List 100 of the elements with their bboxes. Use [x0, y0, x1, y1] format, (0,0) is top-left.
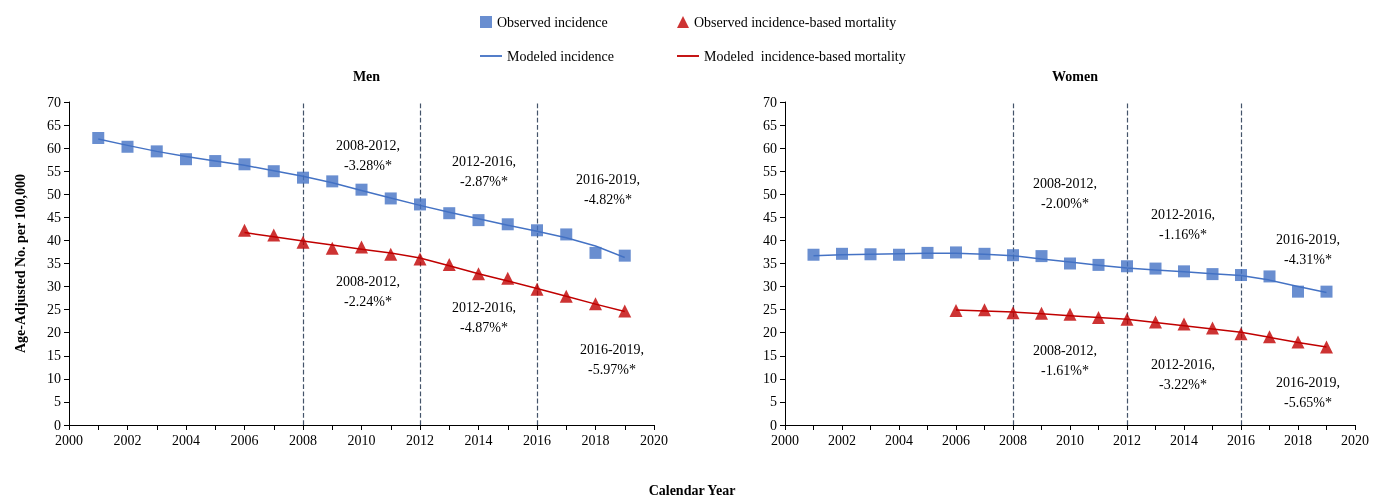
point	[1063, 307, 1077, 321]
y-tick-label: 20	[47, 325, 61, 341]
point	[325, 241, 339, 255]
x-tick-label: 2010	[1056, 432, 1084, 448]
point	[326, 175, 339, 188]
x-tick-label: 2008	[999, 432, 1027, 448]
y-tick-label: 5	[54, 394, 61, 410]
point	[121, 140, 134, 153]
point	[950, 246, 962, 259]
point	[949, 304, 963, 318]
point	[589, 297, 602, 311]
annotation: 2008-2012, -1.61%*	[1032, 342, 1098, 378]
y-tick-label: 35	[47, 256, 61, 271]
point	[501, 271, 515, 285]
annotation: 2012-2016, -1.16%*	[1150, 206, 1216, 242]
y-tick-label: 35	[763, 256, 777, 271]
annotation: 2008-2012, -3.28%*	[335, 137, 401, 173]
chart-title: Women	[1052, 68, 1099, 84]
y-tick-label: 45	[763, 209, 777, 225]
x-tick-label: 2004	[172, 432, 200, 448]
point	[413, 252, 427, 266]
y-tick-label: 70	[763, 94, 777, 110]
point	[297, 171, 309, 184]
y-tick-label: 25	[47, 302, 61, 318]
x-tick-label: 2002	[828, 432, 856, 448]
point	[150, 145, 163, 158]
y-tick-label: 0	[54, 417, 61, 433]
point	[472, 214, 485, 227]
point	[442, 257, 456, 271]
x-tick-label: 2014	[1170, 432, 1198, 448]
legend-label: Modeled incidence	[507, 48, 614, 64]
point	[472, 267, 485, 281]
x-tick-label: 2018	[581, 432, 610, 448]
x-tick-label: 2008	[289, 432, 317, 448]
x-axis-title: Calendar Year	[648, 482, 736, 498]
point	[1320, 340, 1333, 354]
y-tick-label: 70	[47, 94, 61, 110]
annotation: 2016-2019, -5.65%*	[1275, 374, 1341, 410]
annotation: 2008-2012, -2.00%*	[1032, 175, 1098, 211]
point	[618, 304, 632, 318]
x-tick-label: 2000	[771, 432, 799, 448]
point	[864, 248, 877, 261]
point	[1234, 327, 1248, 341]
x-tick-label: 2000	[55, 432, 83, 448]
x-tick-label: 2016	[523, 432, 551, 448]
point	[589, 246, 602, 259]
point	[1035, 306, 1048, 320]
point	[560, 228, 573, 241]
point	[355, 240, 368, 254]
point	[1291, 335, 1305, 349]
point	[618, 249, 631, 262]
x-tick-label: 2012	[406, 432, 434, 448]
y-tick-label: 0	[770, 417, 777, 433]
point	[530, 282, 544, 296]
point	[1206, 268, 1219, 281]
point	[267, 165, 280, 178]
point	[1149, 315, 1162, 329]
point	[209, 155, 222, 168]
y-tick-label: 20	[763, 325, 777, 341]
point	[1206, 321, 1219, 335]
x-tick-label: 2020	[640, 432, 668, 448]
x-tick-label: 2006	[230, 432, 259, 448]
point	[384, 192, 397, 205]
point	[1177, 317, 1191, 331]
point	[1006, 306, 1020, 320]
point	[1292, 285, 1304, 298]
point	[384, 247, 398, 261]
x-tick-label: 2016	[1227, 432, 1255, 448]
x-tick-label: 2010	[347, 432, 376, 448]
y-tick-label: 55	[763, 163, 777, 179]
point	[1092, 258, 1105, 271]
y-tick-label: 15	[763, 348, 777, 364]
point	[559, 289, 573, 303]
y-axis-title: Age-Adjusted No. per 100,000	[12, 173, 28, 354]
y-tick-label: 15	[47, 348, 61, 364]
y-tick-label: 40	[763, 232, 777, 248]
point	[92, 131, 105, 144]
point	[238, 158, 251, 171]
y-tick-label: 10	[763, 371, 777, 387]
point	[893, 248, 905, 261]
annotation: 2016-2019, -5.97%*	[579, 341, 645, 377]
annotation: 2012-2016, -2.87%*	[451, 153, 517, 189]
y-tick-label: 25	[763, 302, 777, 318]
y-tick-label: 65	[763, 117, 777, 133]
y-tick-label: 50	[763, 186, 777, 202]
point	[1320, 285, 1333, 298]
legend-label: Observed incidence-based mortality	[694, 14, 897, 30]
y-tick-label: 55	[47, 163, 61, 179]
point	[1121, 260, 1133, 273]
point	[1178, 265, 1190, 278]
point	[501, 218, 514, 231]
x-tick-label: 2018	[1284, 432, 1312, 448]
annotation: 2012-2016, -4.87%*	[451, 299, 517, 335]
point	[1064, 257, 1076, 270]
chart-title: Men	[352, 68, 381, 84]
point	[921, 246, 934, 259]
point	[267, 228, 281, 242]
y-tick-label: 40	[47, 232, 61, 248]
y-tick-label: 45	[47, 209, 61, 225]
y-tick-label: 65	[47, 117, 61, 133]
